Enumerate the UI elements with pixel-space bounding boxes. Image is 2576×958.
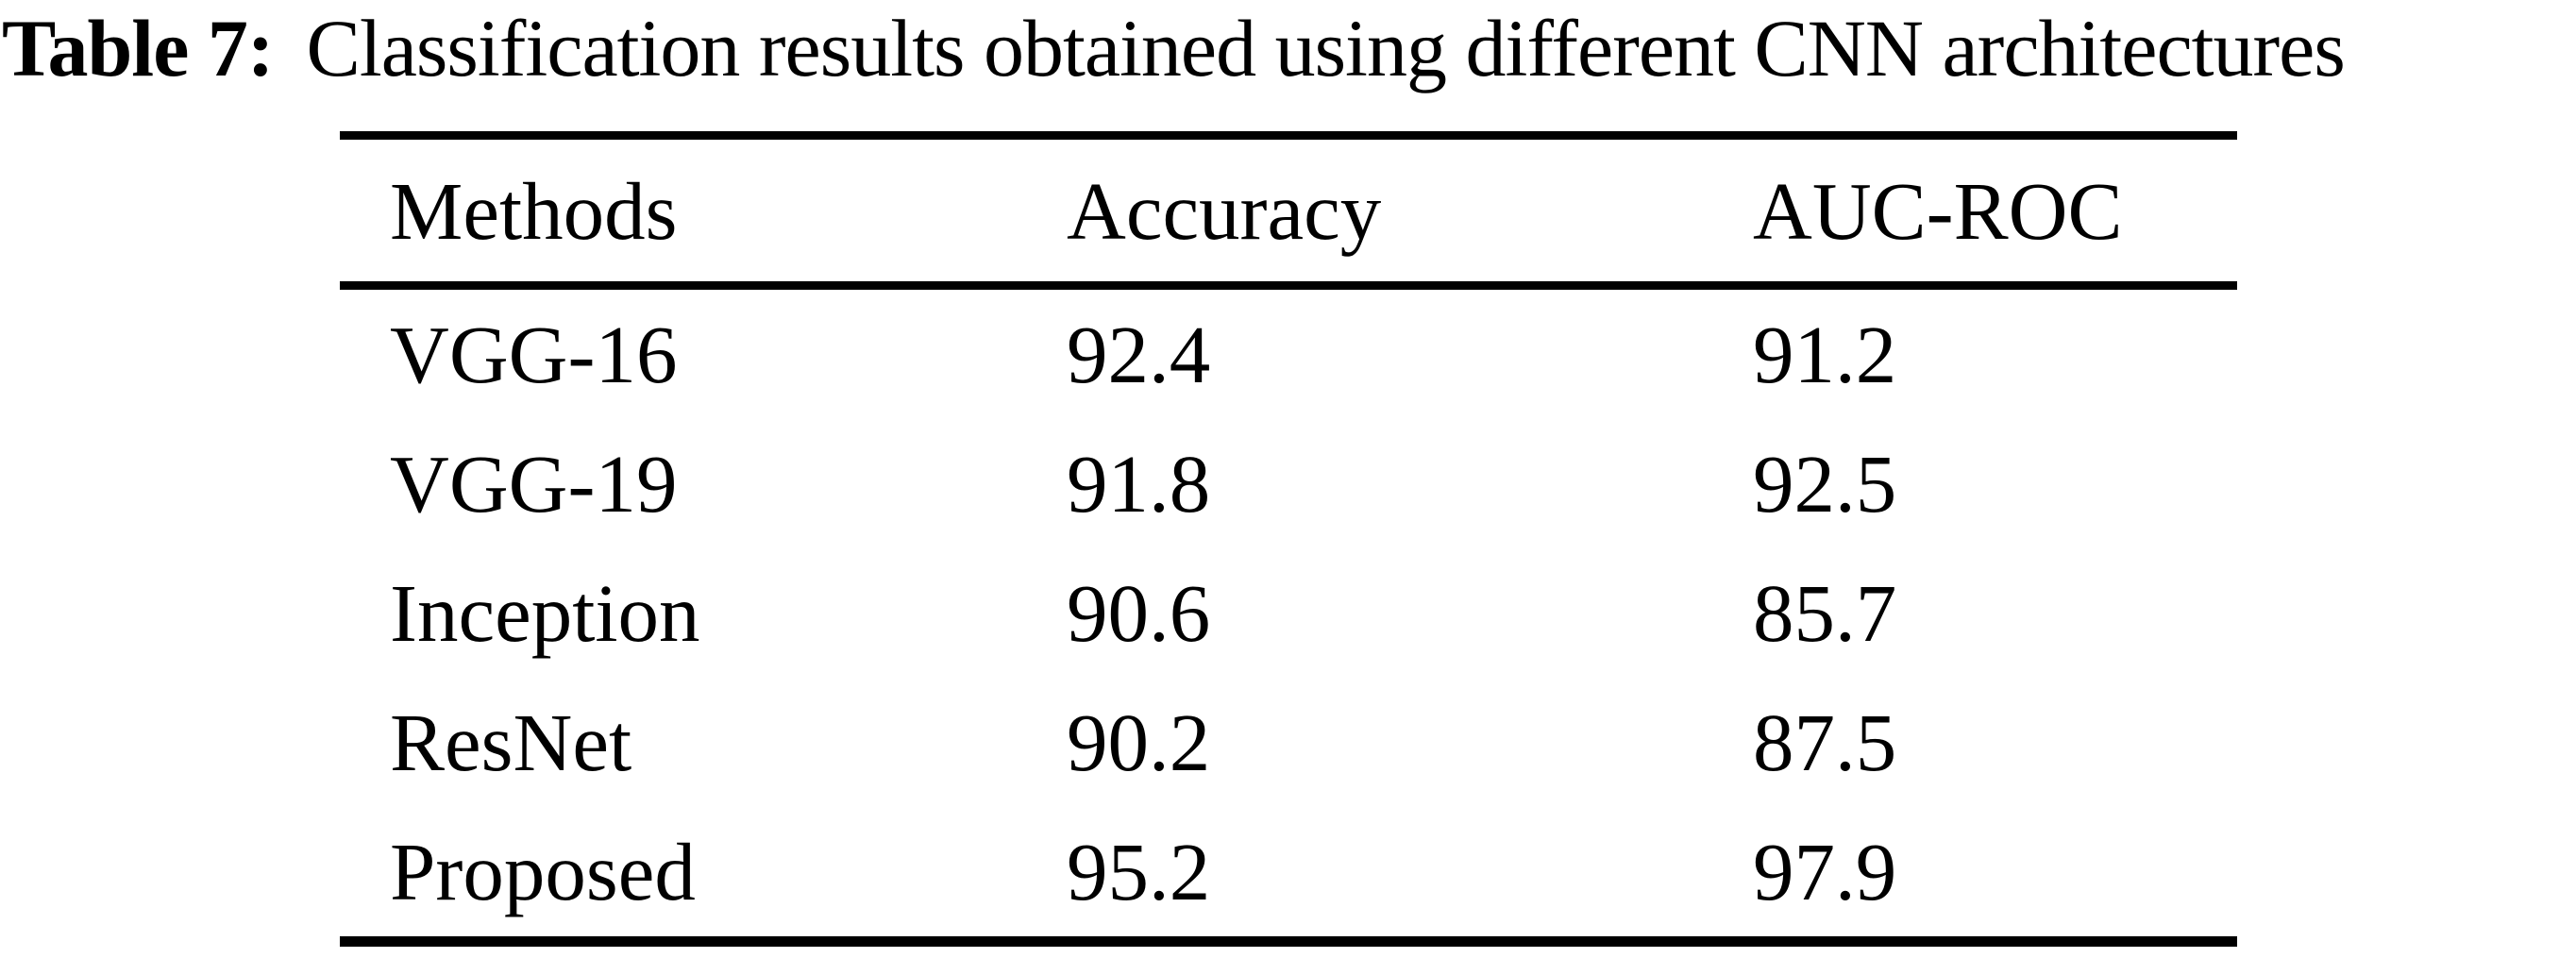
table-top-rule — [340, 131, 2237, 140]
table-header-row: Methods Accuracy AUC-ROC — [340, 140, 2237, 281]
column-header-auc-roc: AUC-ROC — [1753, 164, 2123, 257]
cell-method: ResNet — [390, 697, 632, 788]
cell-method: Inception — [390, 567, 700, 659]
table-row: Inception 90.6 85.7 — [340, 548, 2237, 678]
table-caption-label: Table 7: — [2, 3, 274, 93]
table-caption-text: Classification results obtained using di… — [306, 3, 2346, 93]
cell-auc-roc: 91.2 — [1753, 309, 1897, 400]
cell-auc-roc: 87.5 — [1753, 697, 1897, 788]
table-row: ResNet 90.2 87.5 — [340, 678, 2237, 807]
cell-auc-roc: 85.7 — [1753, 567, 1897, 659]
table-row: Proposed 95.2 97.9 — [340, 807, 2237, 936]
cell-method: Proposed — [390, 826, 696, 917]
column-header-methods: Methods — [390, 164, 678, 257]
cell-accuracy: 90.6 — [1067, 567, 1211, 659]
cell-method: VGG-16 — [390, 309, 678, 400]
table-caption: Table 7: Classification results obtained … — [2, 3, 2346, 93]
cell-accuracy: 90.2 — [1067, 697, 1211, 788]
cell-method: VGG-19 — [390, 438, 678, 529]
cell-auc-roc: 92.5 — [1753, 438, 1897, 529]
column-header-accuracy: Accuracy — [1067, 164, 1382, 257]
table-row: VGG-19 91.8 92.5 — [340, 419, 2237, 548]
table-row: VGG-16 92.4 91.2 — [340, 290, 2237, 419]
cell-accuracy: 91.8 — [1067, 438, 1211, 529]
table-bottom-rule — [340, 936, 2237, 947]
cell-accuracy: 92.4 — [1067, 309, 1211, 400]
cell-auc-roc: 97.9 — [1753, 826, 1897, 917]
table-mid-rule — [340, 281, 2237, 290]
cell-accuracy: 95.2 — [1067, 826, 1211, 917]
results-table: Methods Accuracy AUC-ROC VGG-16 92.4 91.… — [340, 131, 2237, 947]
